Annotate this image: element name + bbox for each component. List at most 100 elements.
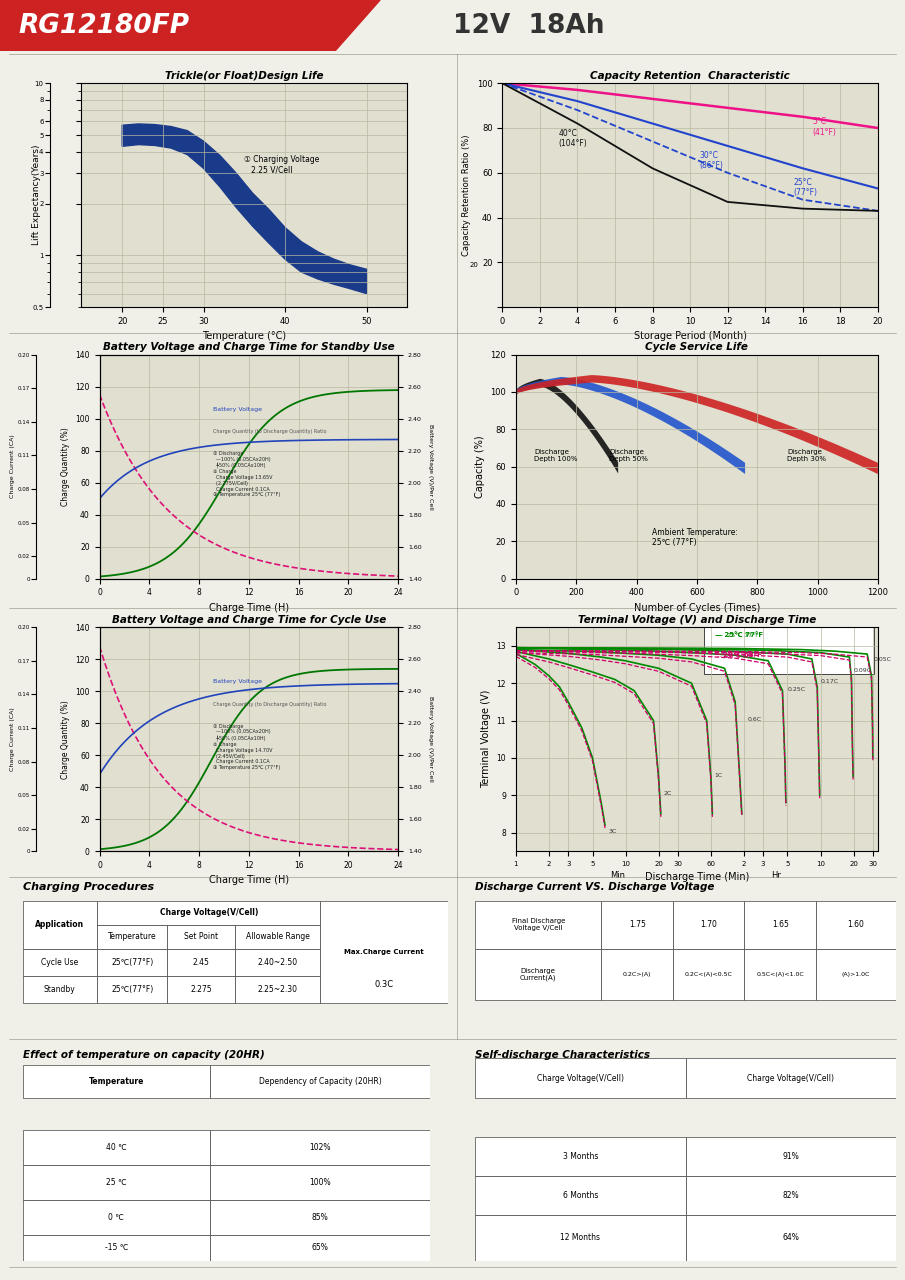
Text: Temperature: Temperature (108, 932, 157, 941)
X-axis label: Number of Cycles (Times): Number of Cycles (Times) (634, 603, 760, 613)
Y-axis label: Capacity Retention Ratio (%): Capacity Retention Ratio (%) (462, 134, 472, 256)
Text: 1.65: 1.65 (772, 920, 788, 929)
Text: Dependency of Capacity (20HR): Dependency of Capacity (20HR) (259, 1076, 381, 1085)
Bar (23, 1235, 210, 1261)
Bar (475, 1137, 686, 1176)
Text: Min: Min (610, 872, 624, 881)
Text: Charge Quantity (to Discharge Quantity) Ratio: Charge Quantity (to Discharge Quantity) … (213, 429, 327, 434)
Y-axis label: Battery Voltage (V)/Per Cell: Battery Voltage (V)/Per Cell (428, 696, 433, 782)
Y-axis label: Capacity (%): Capacity (%) (475, 435, 485, 498)
Bar (320, 901, 448, 1004)
Text: 40 ℃: 40 ℃ (106, 1143, 127, 1152)
Text: Discharge Current VS. Discharge Voltage: Discharge Current VS. Discharge Voltage (475, 882, 715, 892)
Text: 64%: 64% (782, 1234, 799, 1243)
Polygon shape (516, 379, 618, 474)
Text: 25°C
(77°F): 25°C (77°F) (794, 178, 817, 197)
Title: Trickle(or Float)Design Life: Trickle(or Float)Design Life (165, 70, 324, 81)
Bar (23, 1165, 210, 1199)
Bar (745, 901, 816, 948)
Bar (97, 948, 167, 975)
Title: Battery Voltage and Charge Time for Cycle Use: Battery Voltage and Charge Time for Cycl… (111, 614, 386, 625)
Y-axis label: Charge Current (CA): Charge Current (CA) (10, 435, 14, 498)
Bar (475, 901, 601, 948)
Bar (235, 924, 320, 948)
Text: Charging Procedures: Charging Procedures (23, 882, 154, 892)
Bar (210, 1165, 430, 1199)
Text: 102%: 102% (310, 1143, 330, 1152)
Text: — 25°C 77°F: — 25°C 77°F (715, 632, 763, 637)
Text: 20: 20 (470, 262, 479, 268)
Text: 12 Months: 12 Months (560, 1234, 600, 1243)
Bar (23, 1130, 210, 1165)
Text: 25℃(77°F): 25℃(77°F) (111, 986, 153, 995)
Text: 1.70: 1.70 (700, 920, 717, 929)
Bar (601, 948, 673, 1000)
Bar (210, 1235, 430, 1261)
Bar (235, 948, 320, 975)
Bar (686, 1137, 896, 1176)
Bar (673, 948, 745, 1000)
Text: Charge Voltage(V/Cell): Charge Voltage(V/Cell) (537, 1074, 624, 1083)
Text: 1.60: 1.60 (848, 920, 864, 929)
Bar (686, 1215, 896, 1261)
Title: Capacity Retention  Characteristic: Capacity Retention Characteristic (590, 70, 790, 81)
Text: Allowable Range: Allowable Range (246, 932, 310, 941)
Text: 0.17C: 0.17C (821, 680, 839, 685)
Text: 0.09C: 0.09C (853, 668, 872, 673)
X-axis label: Charge Time (H): Charge Time (H) (209, 876, 289, 886)
Text: 2.275: 2.275 (190, 986, 212, 995)
Bar (167, 948, 235, 975)
Text: ① Discharge
  —100% (0.05CAx20H)
  ╄50% (0.05CAx10H)
② Charge
  Charge Voltage 1: ① Discharge —100% (0.05CAx20H) ╄50% (0.0… (213, 451, 281, 498)
Text: 0.3C: 0.3C (375, 980, 394, 989)
X-axis label: Charge Time (H): Charge Time (H) (209, 603, 289, 613)
Text: 3C: 3C (608, 828, 617, 833)
Bar (97, 975, 167, 1004)
Bar (816, 948, 896, 1000)
Text: 82%: 82% (783, 1190, 799, 1201)
Polygon shape (122, 124, 367, 293)
Bar (686, 1059, 896, 1097)
Text: 0.6C: 0.6C (748, 717, 762, 722)
Y-axis label: Battery Voltage (V)/Per Cell: Battery Voltage (V)/Per Cell (428, 424, 433, 509)
Text: Self-discharge Characteristics: Self-discharge Characteristics (475, 1050, 650, 1060)
Bar (475, 948, 601, 1000)
Text: 0.2C<(A)<0.5C: 0.2C<(A)<0.5C (685, 972, 733, 977)
Bar (475, 1215, 686, 1261)
Text: 1C: 1C (715, 773, 723, 777)
Text: Hr: Hr (772, 872, 781, 881)
Text: 2C: 2C (663, 791, 672, 796)
Text: 40°C
(104°F): 40°C (104°F) (558, 128, 587, 148)
Bar (235, 975, 320, 1004)
Text: —  25℃ 77°F: — 25℃ 77°F (717, 632, 758, 637)
Text: Charge Voltage(V/Cell): Charge Voltage(V/Cell) (159, 909, 258, 918)
X-axis label: Temperature (°C): Temperature (°C) (203, 332, 286, 342)
Bar (23, 1199, 210, 1235)
Bar (686, 1176, 896, 1215)
Y-axis label: Charge Quantity (%): Charge Quantity (%) (61, 428, 70, 506)
Bar (745, 948, 816, 1000)
Text: ① Charging Voltage
   2.25 V/Cell: ① Charging Voltage 2.25 V/Cell (244, 155, 319, 174)
Text: 2.40~2.50: 2.40~2.50 (258, 957, 298, 966)
Text: Temperature: Temperature (89, 1076, 144, 1085)
Text: 91%: 91% (782, 1152, 799, 1161)
Text: Cycle Use: Cycle Use (42, 957, 79, 966)
Text: 12V  18Ah: 12V 18Ah (452, 13, 604, 38)
Polygon shape (516, 378, 745, 474)
Text: 2.45: 2.45 (193, 957, 210, 966)
Text: Set Point: Set Point (185, 932, 218, 941)
Bar (97, 901, 320, 924)
FancyBboxPatch shape (704, 627, 874, 675)
Bar (475, 1176, 686, 1215)
Bar (475, 1059, 686, 1097)
Text: Discharge
Current(A): Discharge Current(A) (520, 968, 557, 982)
Text: (A)>1.0C: (A)>1.0C (842, 972, 871, 977)
Y-axis label: Terminal Voltage (V): Terminal Voltage (V) (481, 690, 491, 788)
Text: 25℃(77°F): 25℃(77°F) (111, 957, 153, 966)
Text: Max.Charge Current: Max.Charge Current (344, 948, 424, 955)
Title: Battery Voltage and Charge Time for Standby Use: Battery Voltage and Charge Time for Stan… (103, 342, 395, 352)
Text: 0.5C<(A)<1.0C: 0.5C<(A)<1.0C (757, 972, 805, 977)
Text: Battery Voltage: Battery Voltage (213, 680, 262, 685)
Text: Final Discharge
Voltage V/Cell: Final Discharge Voltage V/Cell (511, 918, 565, 932)
Text: Application: Application (35, 920, 84, 929)
Text: Effect of temperature on capacity (20HR): Effect of temperature on capacity (20HR) (23, 1050, 264, 1060)
